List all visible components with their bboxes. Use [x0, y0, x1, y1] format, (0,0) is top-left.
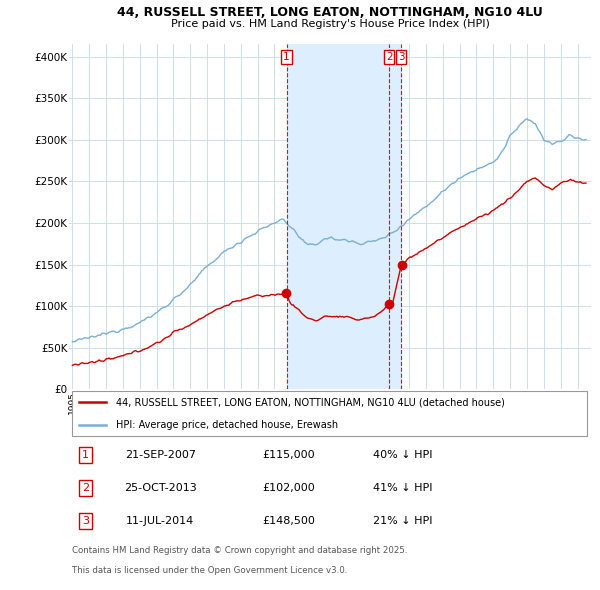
FancyBboxPatch shape [71, 391, 587, 436]
Text: 25-OCT-2013: 25-OCT-2013 [124, 483, 197, 493]
Text: 44, RUSSELL STREET, LONG EATON, NOTTINGHAM, NG10 4LU (detached house): 44, RUSSELL STREET, LONG EATON, NOTTINGH… [116, 398, 505, 408]
Text: This data is licensed under the Open Government Licence v3.0.: This data is licensed under the Open Gov… [71, 566, 347, 575]
Text: 21% ↓ HPI: 21% ↓ HPI [373, 516, 433, 526]
Text: 11-JUL-2014: 11-JUL-2014 [126, 516, 194, 526]
Text: Contains HM Land Registry data © Crown copyright and database right 2025.: Contains HM Land Registry data © Crown c… [71, 546, 407, 555]
Text: 1: 1 [283, 52, 290, 62]
Text: 3: 3 [82, 516, 89, 526]
Text: £102,000: £102,000 [262, 483, 314, 493]
Text: 2: 2 [82, 483, 89, 493]
Text: 1: 1 [82, 450, 89, 460]
Text: £115,000: £115,000 [262, 450, 314, 460]
Text: 2: 2 [386, 52, 392, 62]
Text: £148,500: £148,500 [262, 516, 314, 526]
Text: 41% ↓ HPI: 41% ↓ HPI [373, 483, 433, 493]
Text: 3: 3 [398, 52, 404, 62]
Text: 44, RUSSELL STREET, LONG EATON, NOTTINGHAM, NG10 4LU: 44, RUSSELL STREET, LONG EATON, NOTTINGH… [117, 6, 543, 19]
Text: Price paid vs. HM Land Registry's House Price Index (HPI): Price paid vs. HM Land Registry's House … [170, 19, 490, 29]
Text: 21-SEP-2007: 21-SEP-2007 [125, 450, 196, 460]
Text: 40% ↓ HPI: 40% ↓ HPI [373, 450, 433, 460]
Bar [287, 44, 401, 389]
Text: HPI: Average price, detached house, Erewash: HPI: Average price, detached house, Erew… [116, 419, 338, 430]
